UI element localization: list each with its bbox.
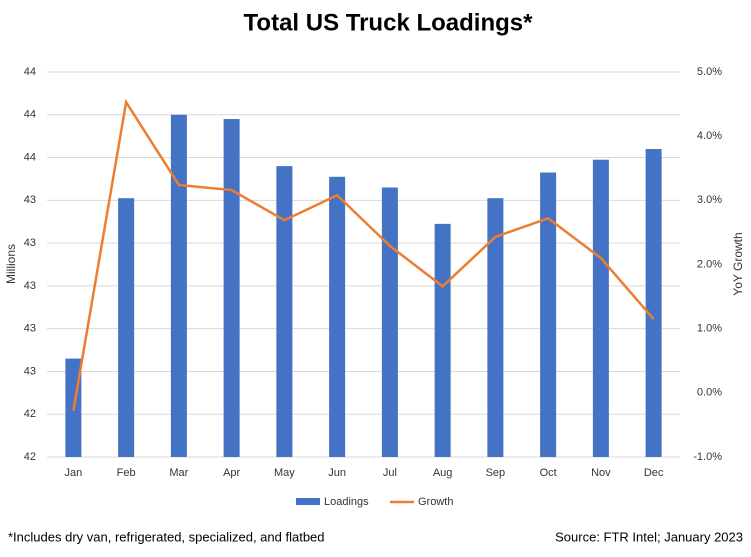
bar: [487, 198, 504, 457]
x-tick-label: Oct: [540, 467, 557, 479]
chart-title: Total US Truck Loadings*: [244, 9, 534, 36]
bar: [540, 172, 557, 457]
bar: [170, 114, 187, 458]
y-tick-label: 43: [24, 280, 36, 292]
y-tick-label: 43: [24, 194, 36, 206]
bar: [223, 119, 240, 458]
y2-tick-label: 2.0%: [697, 258, 722, 270]
x-tick-label: Nov: [591, 467, 611, 479]
bar: [645, 149, 662, 457]
legend-swatch: [296, 498, 320, 505]
y2-tick-label: 4.0%: [697, 130, 722, 142]
x-tick-label: Mar: [169, 467, 188, 479]
bar: [381, 187, 398, 457]
x-tick-label: Jul: [383, 467, 397, 479]
y2-tick-label: 0.0%: [697, 387, 722, 399]
x-tick-label: Sep: [486, 467, 506, 479]
x-tick-label: Aug: [433, 467, 453, 479]
x-tick-label: Jan: [65, 467, 83, 479]
x-tick-label: Apr: [223, 467, 240, 479]
y-axis-title: Millions: [4, 244, 18, 284]
y2-tick-label: 1.0%: [697, 323, 722, 335]
x-tick-label: May: [274, 467, 295, 479]
source: Source: FTR Intel; January 2023: [555, 529, 743, 544]
x-tick-label: Dec: [644, 467, 664, 479]
bar: [592, 159, 609, 457]
y-tick-label: 43: [24, 365, 36, 377]
bar: [118, 198, 135, 457]
y2-tick-label: -1.0%: [693, 451, 722, 463]
bar: [329, 176, 346, 458]
y-tick-label: 43: [24, 323, 36, 335]
legend-label: Growth: [418, 496, 453, 508]
y-tick-label: 44: [24, 109, 36, 121]
x-tick-label: Jun: [328, 467, 346, 479]
bar: [276, 166, 293, 457]
footnote: *Includes dry van, refrigerated, special…: [8, 529, 325, 544]
line: [72, 98, 655, 412]
legend-label: Loadings: [324, 496, 369, 508]
y2-tick-label: 3.0%: [697, 194, 722, 206]
y-tick-label: 43: [24, 237, 36, 249]
y-tick-label: 44: [24, 151, 36, 163]
y-tick-label: 42: [24, 408, 36, 420]
y-tick-label: 44: [24, 66, 36, 78]
y-tick-label: 42: [24, 451, 36, 463]
y2-tick-label: 5.0%: [697, 66, 722, 78]
y2-axis-title: YoY Growth: [731, 232, 745, 295]
x-tick-label: Feb: [117, 467, 136, 479]
bar: [434, 223, 451, 457]
